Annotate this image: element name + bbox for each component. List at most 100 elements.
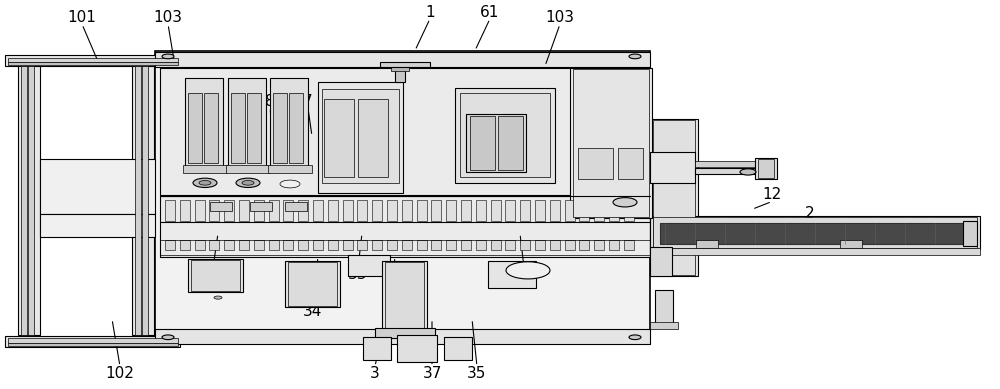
Bar xyxy=(505,240,515,250)
Bar xyxy=(461,240,471,250)
Bar xyxy=(165,240,175,250)
Bar xyxy=(444,337,472,360)
Bar xyxy=(239,200,249,221)
Bar xyxy=(285,202,307,211)
Circle shape xyxy=(162,54,174,59)
Bar xyxy=(696,240,718,248)
Bar xyxy=(579,240,589,250)
Bar xyxy=(155,329,650,344)
Text: 103: 103 xyxy=(154,10,182,25)
Bar xyxy=(385,262,424,328)
Bar xyxy=(313,240,323,250)
Bar xyxy=(594,240,604,250)
Bar xyxy=(460,93,550,177)
Bar xyxy=(209,240,219,250)
Bar xyxy=(520,240,530,250)
Circle shape xyxy=(236,178,260,187)
Bar xyxy=(231,93,245,163)
Text: 102: 102 xyxy=(106,366,134,381)
Bar xyxy=(609,240,619,250)
Bar xyxy=(250,202,272,211)
Text: 61: 61 xyxy=(480,5,500,20)
Bar xyxy=(391,65,409,71)
Bar xyxy=(254,200,264,221)
Bar xyxy=(191,260,240,291)
Bar xyxy=(466,114,526,172)
Bar xyxy=(660,223,965,244)
Bar xyxy=(535,200,545,221)
Bar xyxy=(505,200,515,221)
Bar xyxy=(758,159,774,178)
Bar xyxy=(431,240,441,250)
Bar xyxy=(180,240,190,250)
Bar xyxy=(226,165,270,173)
Text: 1: 1 xyxy=(425,5,435,20)
Bar xyxy=(594,200,604,221)
Bar xyxy=(288,262,337,306)
Bar xyxy=(318,82,403,193)
Bar xyxy=(224,200,234,221)
Bar xyxy=(273,93,287,163)
Text: 12: 12 xyxy=(762,187,782,202)
Bar xyxy=(180,200,190,221)
Bar xyxy=(228,78,266,171)
Bar xyxy=(8,58,178,62)
Bar xyxy=(570,68,652,218)
Bar xyxy=(195,200,205,221)
Bar xyxy=(283,240,293,250)
Circle shape xyxy=(214,296,222,299)
Text: 6: 6 xyxy=(370,94,380,109)
Text: 103: 103 xyxy=(546,10,574,25)
Bar xyxy=(963,221,977,246)
Bar xyxy=(375,328,435,338)
Bar xyxy=(5,336,180,347)
Bar xyxy=(624,240,634,250)
Text: 32: 32 xyxy=(203,267,223,282)
Bar xyxy=(348,255,390,276)
Bar xyxy=(695,168,755,174)
Bar xyxy=(298,200,308,221)
Bar xyxy=(609,200,619,221)
Bar xyxy=(188,93,202,163)
Bar xyxy=(224,240,234,250)
Bar xyxy=(461,200,471,221)
Bar xyxy=(289,93,303,163)
Text: 5: 5 xyxy=(505,94,515,109)
Bar xyxy=(402,240,412,250)
Text: 33: 33 xyxy=(348,267,368,282)
Text: 4: 4 xyxy=(602,94,612,109)
Bar xyxy=(550,240,560,250)
Bar xyxy=(650,248,980,255)
Circle shape xyxy=(162,335,174,340)
Bar xyxy=(142,66,148,335)
Bar xyxy=(269,200,279,221)
Text: 101: 101 xyxy=(68,10,96,25)
Bar xyxy=(188,259,243,292)
Text: 37: 37 xyxy=(422,366,442,381)
Bar xyxy=(247,93,261,163)
Bar xyxy=(357,240,367,250)
Bar xyxy=(446,240,456,250)
Circle shape xyxy=(242,180,254,185)
Bar xyxy=(565,200,575,221)
Text: 8: 8 xyxy=(265,94,275,109)
Bar xyxy=(363,337,391,360)
Bar xyxy=(155,52,650,67)
Bar xyxy=(387,240,397,250)
Bar xyxy=(8,338,178,343)
Bar xyxy=(488,261,536,288)
Bar xyxy=(578,148,613,179)
Bar xyxy=(491,200,501,221)
Bar xyxy=(160,68,650,194)
Text: 31: 31 xyxy=(380,304,400,319)
Bar xyxy=(653,120,695,275)
Bar xyxy=(476,200,486,221)
Bar xyxy=(840,240,862,248)
Bar xyxy=(328,240,338,250)
Bar xyxy=(417,200,427,221)
Bar xyxy=(270,78,308,171)
Bar xyxy=(40,159,155,214)
Bar xyxy=(380,62,430,67)
Bar xyxy=(210,202,232,211)
Bar xyxy=(343,200,353,221)
